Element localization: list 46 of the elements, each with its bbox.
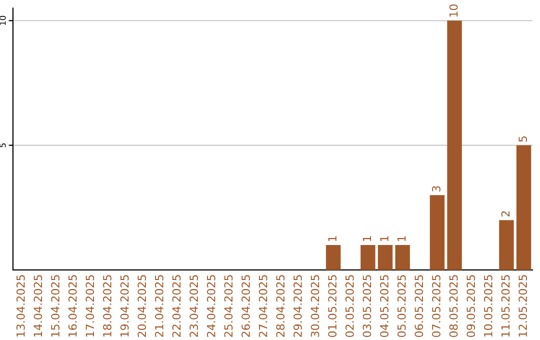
x-tick-label: 07.05.2025 [432,275,440,338]
x-tick-label: 01.05.2025 [328,275,337,338]
x-tick-label: 13.04.2025 [16,275,25,337]
x-tick-label: 04.05.2025 [380,275,388,338]
x-tick-label: 03.05.2025 [362,275,372,338]
bar [447,20,462,270]
data-label: 1 [328,236,336,242]
x-tick-label: 09.05.2025 [466,275,476,338]
x-tick-label: 21.04.2025 [154,275,164,337]
data-label: 1 [380,236,388,242]
data-label: 1 [398,236,406,242]
data-label: 3 [432,186,440,192]
bar [395,245,410,270]
data-label: 1 [362,236,372,242]
x-tick-label: 23.04.2025 [190,275,198,337]
x-tick-label: 12.05.2025 [518,275,528,337]
x-tick-label: 11.05.2025 [501,275,510,337]
x-tick-label: 19.04.2025 [120,275,129,337]
x-tick-label: 14.04.2025 [34,275,42,337]
bar [360,245,376,270]
x-tick-label: 05.05.2025 [397,275,406,338]
x-tick-label: 10.05.2025 [484,275,492,337]
x-tick-label: 26.04.2025 [242,275,250,337]
x-tick-label: 18.04.2025 [103,275,112,337]
x-tick-label: 15.04.2025 [51,275,60,337]
bar [378,245,393,270]
data-label: 2 [501,211,510,216]
x-tick-label: 28.04.2025 [276,275,285,337]
x-tick-label: 22.04.2025 [172,275,181,337]
x-tick-label: 17.04.2025 [86,275,94,337]
bar [516,145,532,270]
bar [326,245,341,270]
data-label: 5 [518,136,528,142]
x-tick-label: 16.04.2025 [68,275,77,337]
x-tick-label: 29.04.2025 [293,275,302,337]
bar [499,220,514,270]
data-label: 10 [449,4,458,17]
x-tick-label: 20.04.2025 [138,275,146,337]
bar [430,195,445,270]
x-tick-label: 08.05.2025 [449,275,458,338]
x-tick-label: 02.05.2025 [345,275,354,338]
x-tick-label: 24.04.2025 [206,275,216,337]
x-tick-label: 06.05.2025 [414,275,424,338]
x-tick-label: 27.04.2025 [258,275,268,337]
x-tick-label: 25.04.2025 [224,275,233,337]
x-tick-label: 30.04.2025 [310,275,320,337]
